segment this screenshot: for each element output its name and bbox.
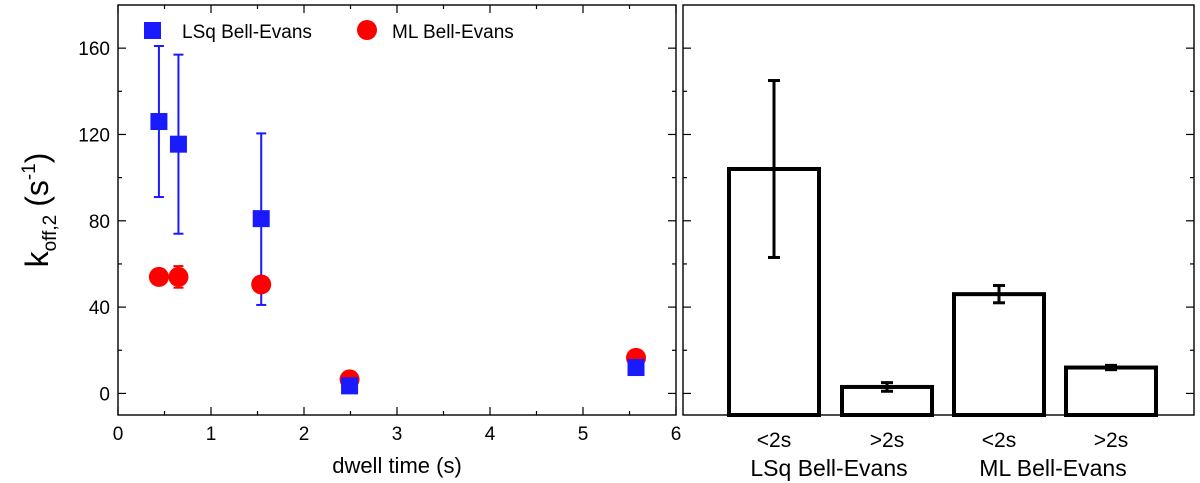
x-tick-label: 3 (392, 424, 403, 445)
legend-label-lsq: LSq Bell-Evans (182, 22, 312, 43)
x-tick-label: 4 (485, 424, 496, 445)
x-tick-label: 0 (113, 424, 124, 445)
scatter-marks (148, 45, 647, 395)
bar-panel: <2s >2s <2s >2s LSq Bell-Evans ML Bell-Evan… (682, 4, 1195, 481)
bar (1064, 365, 1158, 417)
y-tick-label: 40 (89, 298, 110, 319)
scatter-legend: LSq Bell-Evans ML Bell-Evans (144, 20, 514, 43)
data-point-ml (148, 266, 169, 287)
y-tick-label: 80 (89, 212, 110, 233)
x-tick-label: 6 (671, 424, 682, 445)
bar-group-label-lsq: LSq Bell-Evans (750, 455, 907, 481)
legend-marker-ml (357, 20, 377, 40)
bar-category-label: >2s (870, 429, 904, 452)
bar-category-label: >2s (1094, 429, 1128, 452)
y-tick-label: 0 (99, 384, 110, 405)
data-point-lsq (341, 377, 359, 395)
data-point-lsq (627, 359, 645, 377)
scatter-x-axis-label: dwell time (s) (332, 453, 462, 478)
scatter-y-axis-label: koff,2(s-1) (19, 153, 61, 268)
scatter-panel: 0 1 2 3 4 5 6 0 40 80 120 160 LSq Bell-Evans ML Bel… (19, 4, 681, 478)
bar-group-label-ml: ML Bell-Evans (979, 455, 1126, 481)
x-tick-label: 2 (299, 424, 310, 445)
bar-axis-ticks: <2s >2s <2s >2s (683, 47, 1194, 452)
bar-marks (727, 79, 1158, 417)
scatter-plot-frame (117, 4, 677, 416)
data-point-lsq (150, 113, 168, 131)
bar-category-label: <2s (757, 429, 791, 452)
data-point-lsq (169, 135, 187, 153)
y-tick-label: 120 (78, 125, 110, 146)
x-tick-label: 5 (578, 424, 589, 445)
y-tick-label: 160 (78, 39, 110, 60)
bar-plot-frame (682, 4, 1195, 416)
data-point-lsq (252, 210, 270, 228)
x-tick-label: 1 (206, 424, 217, 445)
bar-category-label: <2s (982, 429, 1016, 452)
data-point-ml (168, 266, 189, 287)
legend-label-ml: ML Bell-Evans (392, 22, 514, 43)
data-point-ml (251, 274, 272, 295)
legend-marker-lsq (144, 22, 161, 39)
scatter-axis-ticks: 0 1 2 3 4 5 6 0 40 80 120 160 (78, 5, 681, 445)
bar (952, 292, 1046, 417)
